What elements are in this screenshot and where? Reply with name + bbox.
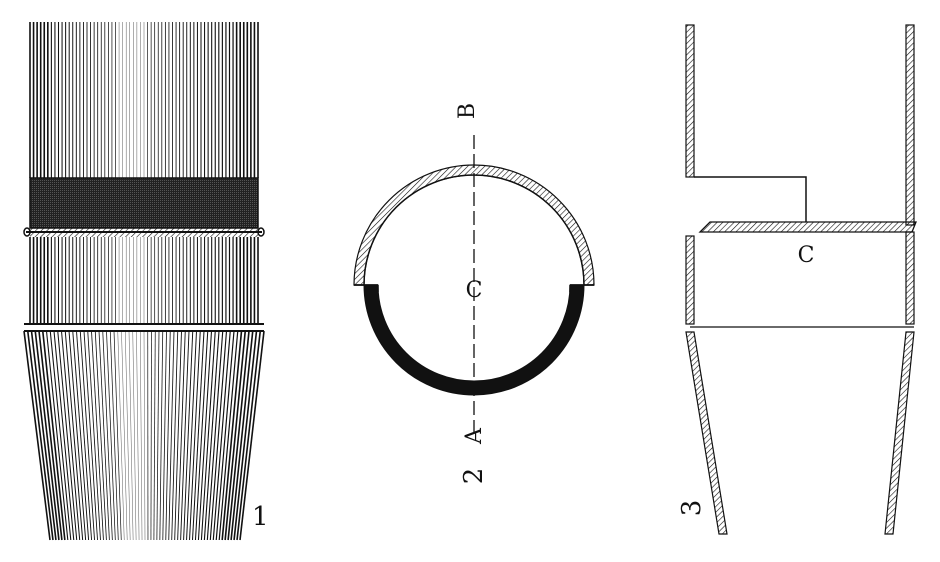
shading-line: [218, 330, 239, 541]
shading-line: [72, 330, 90, 541]
shading-line: [109, 330, 119, 541]
shading-line: [49, 330, 72, 541]
left-wall-upper: [685, 24, 695, 178]
shading-line: [57, 330, 78, 541]
shading-line: [94, 330, 107, 541]
tapered-tube-shading: [23, 330, 265, 541]
shading-line: [227, 330, 250, 541]
shading-line: [53, 330, 75, 541]
shading-line: [239, 330, 265, 541]
shading-line: [91, 330, 104, 541]
shading-line: [200, 330, 216, 541]
shading-line: [150, 330, 152, 541]
shading-line: [189, 330, 201, 541]
figure-1-exterior-view: 1: [23, 22, 269, 541]
shading-line: [191, 330, 205, 541]
shading-line: [87, 330, 101, 541]
shading-line: [174, 330, 182, 541]
middle-tube-shading: [29, 237, 259, 324]
shading-line: [76, 330, 93, 541]
shading-line: [121, 330, 128, 541]
shading-line: [203, 330, 220, 541]
shading-line: [230, 330, 254, 541]
hatched-collar: [30, 228, 258, 237]
shading-line: [159, 330, 164, 541]
inner-ring-upper: [363, 174, 585, 286]
shading-line: [153, 330, 156, 541]
shading-line: [209, 330, 228, 541]
shading-line: [30, 330, 57, 541]
shading-line: [140, 330, 143, 541]
right-wall-middle: [905, 231, 915, 325]
plate-c: [698, 221, 917, 233]
right-wall-upper: [905, 24, 915, 226]
shading-line: [60, 330, 81, 541]
shading-line: [183, 330, 194, 541]
shading-line: [186, 330, 197, 541]
shading-line: [236, 330, 262, 541]
label-a: A: [462, 427, 487, 445]
shading-line: [156, 330, 160, 541]
shading-line: [233, 330, 258, 541]
shading-line: [165, 330, 171, 541]
right-wall-tapered: [884, 331, 915, 535]
shading-line: [177, 330, 186, 541]
shading-line: [34, 330, 60, 541]
label-b: B: [455, 103, 480, 119]
label-c: C: [466, 278, 483, 303]
shading-line: [215, 330, 235, 541]
shading-line: [64, 330, 84, 541]
figure-1-number: 1: [252, 502, 269, 532]
shading-line: [102, 330, 113, 541]
shading-line: [68, 330, 87, 541]
shading-line: [143, 330, 146, 541]
shading-line: [221, 330, 243, 541]
upper-tube-shading: [29, 22, 259, 178]
shading-line: [197, 330, 213, 541]
shading-line: [136, 330, 140, 541]
shading-line: [79, 330, 95, 541]
shading-line: [38, 330, 63, 541]
shading-line: [180, 330, 190, 541]
shading-line: [45, 330, 69, 541]
plate-bracket: [694, 176, 807, 222]
figure-3-longitudinal-section: C 3: [677, 24, 917, 535]
shading-line: [212, 330, 231, 541]
left-wall-middle: [685, 235, 695, 325]
left-wall-tapered: [685, 331, 728, 535]
figure-2-cross-section: B C A 2: [353, 103, 595, 485]
shading-line: [26, 330, 54, 541]
shading-line: [106, 330, 116, 541]
shading-line: [162, 330, 167, 541]
shading-line: [125, 330, 131, 541]
shading-line: [224, 330, 247, 541]
shading-line: [23, 330, 51, 541]
label-c-plate: C: [798, 243, 815, 268]
shading-line: [206, 330, 224, 541]
shading-line: [98, 330, 110, 541]
shading-line: [132, 330, 137, 541]
shading-line: [83, 330, 98, 541]
shading-line: [113, 330, 122, 541]
figure-3-number: 3: [677, 500, 707, 517]
dark-band: [29, 177, 259, 229]
shading-line: [194, 330, 209, 541]
lower-ring: [24, 323, 264, 332]
shading-line: [168, 330, 175, 541]
figure-2-number: 2: [459, 468, 489, 485]
shading-line: [117, 330, 125, 541]
shading-line: [128, 330, 134, 541]
shading-line: [41, 330, 66, 541]
shading-line: [171, 330, 179, 541]
